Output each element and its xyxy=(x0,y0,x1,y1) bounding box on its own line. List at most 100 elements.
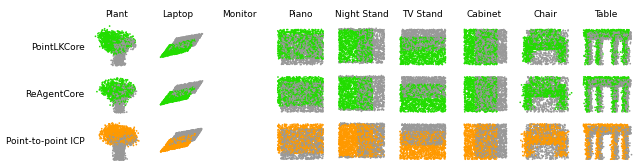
Point xyxy=(305,134,315,136)
Point xyxy=(595,86,605,89)
Point xyxy=(365,89,376,92)
Point xyxy=(417,81,427,84)
Point xyxy=(162,149,172,152)
Point xyxy=(189,87,200,90)
Point xyxy=(275,56,285,59)
Point xyxy=(621,81,631,84)
Point xyxy=(611,42,621,44)
Point xyxy=(599,82,609,85)
Point xyxy=(311,36,321,39)
Point xyxy=(543,76,553,79)
Point xyxy=(371,55,381,58)
Point xyxy=(474,126,484,129)
Point xyxy=(188,44,198,47)
Point xyxy=(623,49,634,52)
Point xyxy=(536,43,547,45)
Point xyxy=(426,94,436,97)
Point xyxy=(115,97,125,100)
Point xyxy=(364,34,374,36)
Point xyxy=(431,99,442,102)
Point xyxy=(527,99,537,101)
Point xyxy=(546,90,556,93)
Point xyxy=(554,48,564,51)
Point xyxy=(172,94,182,97)
Point xyxy=(524,83,534,86)
Point xyxy=(289,41,300,44)
Point xyxy=(429,129,440,132)
Point xyxy=(344,141,355,143)
Point xyxy=(428,53,438,56)
Point xyxy=(597,83,607,86)
Point xyxy=(315,86,325,88)
Point xyxy=(547,88,557,91)
Point xyxy=(189,37,200,40)
Point xyxy=(461,143,471,145)
Point xyxy=(487,85,497,88)
Point xyxy=(525,150,536,153)
Point xyxy=(180,92,190,94)
Point xyxy=(602,130,612,132)
Point xyxy=(342,34,353,37)
Point xyxy=(609,34,620,37)
Point xyxy=(169,47,179,49)
Point xyxy=(283,91,293,94)
Point xyxy=(292,123,303,126)
Point xyxy=(182,134,192,136)
Point xyxy=(310,135,321,138)
Point xyxy=(525,140,536,142)
Point xyxy=(550,82,560,85)
Point xyxy=(491,35,501,38)
Point xyxy=(282,87,292,89)
Point xyxy=(100,38,111,40)
Point xyxy=(440,104,451,106)
Point xyxy=(489,150,499,153)
Point xyxy=(161,96,171,99)
Point xyxy=(366,102,376,105)
Point xyxy=(402,157,412,160)
Point xyxy=(340,58,350,60)
Point xyxy=(174,136,184,139)
Point xyxy=(410,94,420,97)
Point xyxy=(123,98,133,101)
Point xyxy=(468,156,478,159)
Point xyxy=(579,33,589,36)
Point xyxy=(429,143,440,146)
Point xyxy=(398,42,408,45)
Point xyxy=(113,126,124,129)
Point xyxy=(314,105,324,108)
Point xyxy=(486,107,496,110)
Point xyxy=(611,108,621,110)
Point xyxy=(465,100,475,103)
Point xyxy=(422,137,432,140)
Point xyxy=(417,91,427,94)
Point xyxy=(495,154,506,157)
Point xyxy=(584,87,595,89)
Point xyxy=(471,46,481,49)
Point xyxy=(294,89,305,91)
Point xyxy=(470,54,481,57)
Point xyxy=(307,100,317,103)
Point xyxy=(435,53,445,56)
Point xyxy=(473,55,483,58)
Point xyxy=(539,135,549,137)
Point xyxy=(289,141,300,144)
Point xyxy=(184,92,194,95)
Point xyxy=(600,83,610,86)
Point xyxy=(482,89,492,92)
Point xyxy=(121,97,131,99)
Point xyxy=(484,102,494,104)
Point xyxy=(600,129,611,132)
Point xyxy=(547,89,557,92)
Point xyxy=(317,91,328,93)
Point xyxy=(468,103,479,106)
Point xyxy=(591,43,602,46)
Point xyxy=(405,87,415,90)
Point xyxy=(492,97,502,100)
Point xyxy=(312,36,322,39)
Point xyxy=(374,149,384,152)
Point xyxy=(182,133,193,136)
Point xyxy=(557,88,568,91)
Point xyxy=(592,141,602,144)
Point xyxy=(462,84,472,86)
Point xyxy=(108,46,118,48)
